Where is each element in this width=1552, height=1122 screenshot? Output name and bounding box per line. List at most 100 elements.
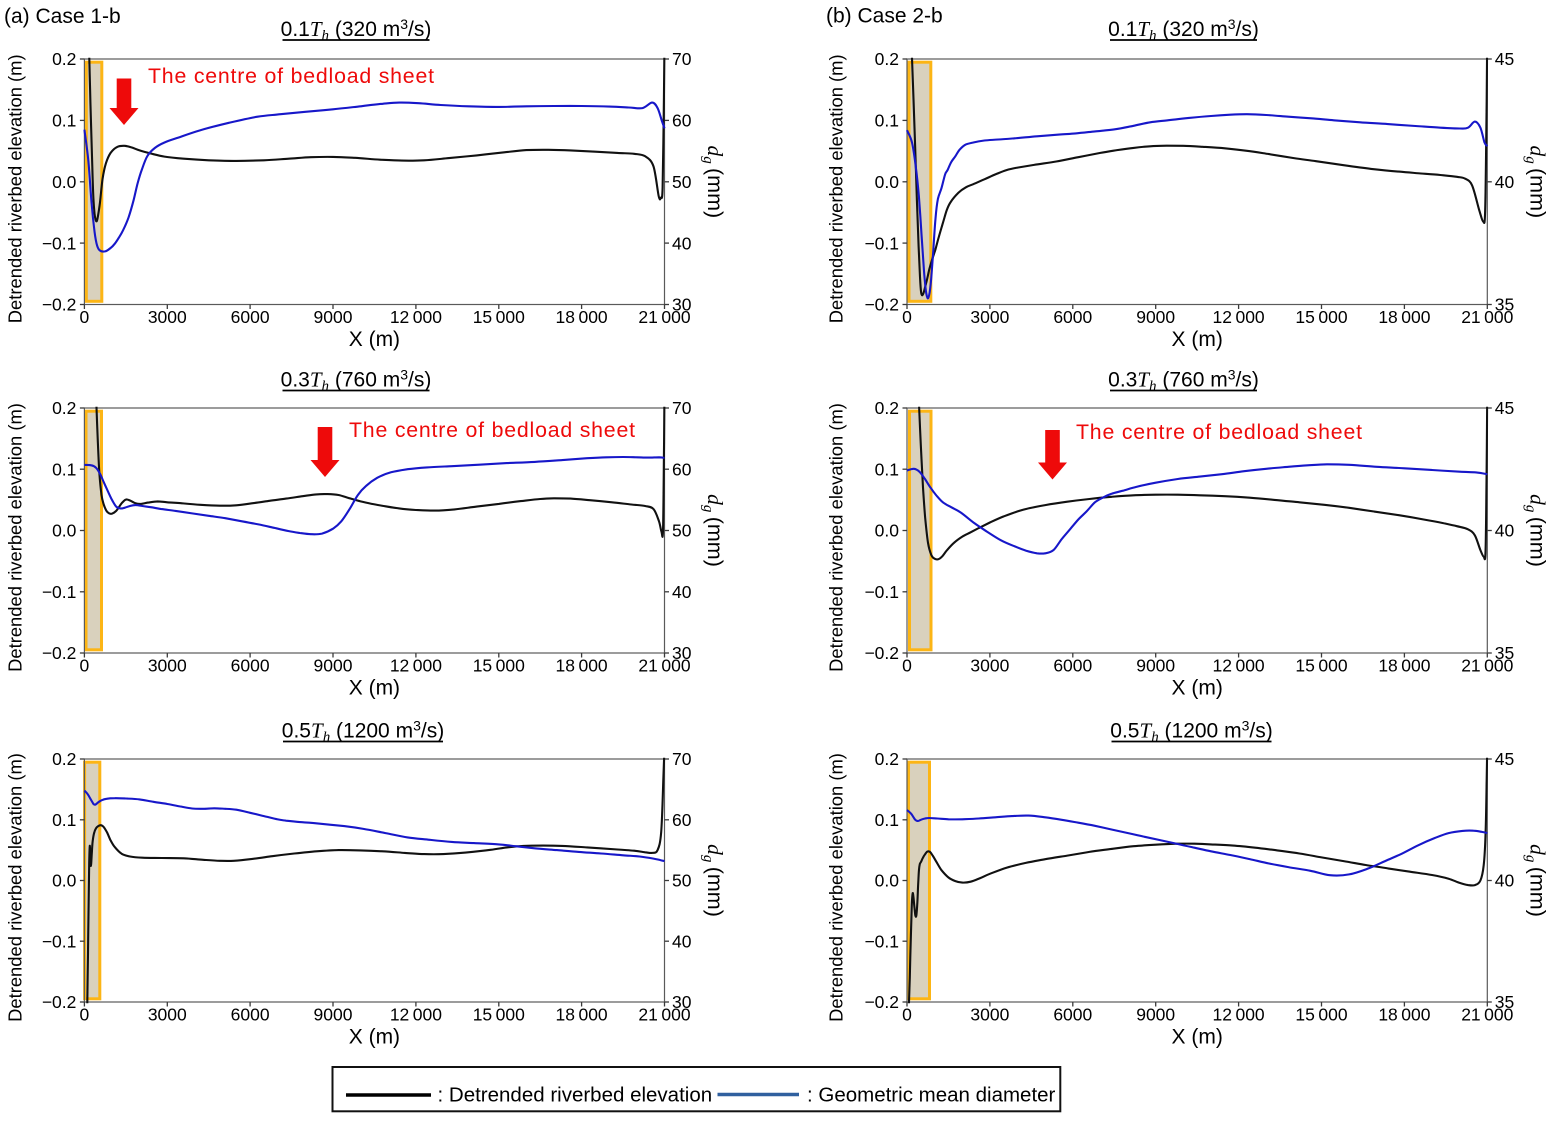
svg-text:0: 0 [80,1005,90,1025]
svg-text:X (m): X (m) [1172,1026,1223,1049]
svg-text:0.1: 0.1 [875,459,899,479]
svg-text:0: 0 [902,1005,912,1025]
svg-text:Detrended riverbed elevation (: Detrended riverbed elevation (m) [826,54,847,323]
svg-text:0: 0 [902,656,912,676]
svg-text:12 000: 12 000 [1213,307,1265,327]
svg-text:12 000: 12 000 [1213,1005,1265,1025]
svg-text:50: 50 [672,521,692,541]
svg-text:60: 60 [672,111,692,131]
svg-text:−0.2: −0.2 [864,992,899,1012]
svg-text:dg (mm): dg (mm) [1523,844,1550,917]
svg-text:X (m): X (m) [349,1026,400,1049]
svg-text:0.0: 0.0 [875,521,900,541]
svg-text:0.5Th (1200 m3/s): 0.5Th (1200 m3/s) [282,718,444,746]
svg-text:−0.1: −0.1 [42,932,77,952]
svg-text:60: 60 [672,810,692,830]
svg-text:15 000: 15 000 [473,1005,525,1025]
svg-text:−0.1: −0.1 [864,932,899,952]
svg-text:0.0: 0.0 [52,172,77,192]
svg-text:−0.2: −0.2 [42,992,77,1012]
svg-text:40: 40 [1495,172,1515,192]
svg-text:dg (mm): dg (mm) [700,844,727,917]
svg-text:60: 60 [672,459,692,479]
svg-text:0.1: 0.1 [52,111,76,131]
svg-text:(a) Case 1-b: (a) Case 1-b [4,5,121,28]
svg-text:70: 70 [672,398,692,418]
svg-text:45: 45 [1495,49,1514,69]
svg-text:0.2: 0.2 [875,49,899,69]
svg-text:0.2: 0.2 [52,49,76,69]
svg-text:50: 50 [672,172,692,192]
svg-text:dg (mm): dg (mm) [700,494,727,567]
svg-text:X (m): X (m) [1172,677,1223,700]
svg-text:−0.2: −0.2 [864,295,899,315]
svg-text:0.1Th (320 m3/s): 0.1Th (320 m3/s) [281,16,432,44]
svg-text:X (m): X (m) [1172,328,1223,351]
svg-text:0.0: 0.0 [52,521,77,541]
svg-text:0: 0 [80,656,90,676]
svg-text:21 000: 21 000 [638,1005,690,1025]
svg-text:12 000: 12 000 [390,307,442,327]
svg-text:Detrended riverbed elevation (: Detrended riverbed elevation (m) [5,403,26,672]
svg-text:15 000: 15 000 [473,656,525,676]
svg-text:3000: 3000 [148,307,187,327]
svg-text:3000: 3000 [970,1005,1009,1025]
svg-text:0.3Th (760 m3/s): 0.3Th (760 m3/s) [1108,367,1259,395]
svg-text:0.1: 0.1 [875,810,899,830]
svg-text:21 000: 21 000 [1461,1005,1513,1025]
svg-text:: Geometric mean diameter: : Geometric mean diameter [807,1084,1056,1107]
svg-text:21 000: 21 000 [1461,307,1513,327]
svg-text:(b) Case 2-b: (b) Case 2-b [826,5,943,28]
svg-text:0.2: 0.2 [52,398,76,418]
svg-text:50: 50 [672,871,692,891]
svg-text:40: 40 [672,932,692,952]
svg-text:40: 40 [672,233,692,253]
svg-text:−0.1: −0.1 [42,233,77,253]
svg-text:40: 40 [1495,871,1515,891]
svg-text:The centre of bedload sheet: The centre of bedload sheet [349,418,636,442]
svg-text:40: 40 [1495,521,1515,541]
svg-text:0.5Th (1200 m3/s): 0.5Th (1200 m3/s) [1110,718,1272,746]
svg-text:Detrended riverbed elevation (: Detrended riverbed elevation (m) [826,403,847,672]
svg-text:18 000: 18 000 [1378,656,1430,676]
svg-text:15 000: 15 000 [473,307,525,327]
svg-text:0.0: 0.0 [875,871,900,891]
svg-text:−0.2: −0.2 [864,643,899,663]
svg-text:: Detrended riverbed elevation: : Detrended riverbed elevation [438,1084,713,1107]
svg-text:0.1: 0.1 [52,810,76,830]
svg-text:0: 0 [80,307,90,327]
svg-text:X (m): X (m) [349,328,400,351]
svg-text:dg (mm): dg (mm) [700,145,727,218]
svg-text:0.2: 0.2 [52,749,76,769]
svg-text:18 000: 18 000 [1378,1005,1430,1025]
svg-text:6000: 6000 [1053,307,1092,327]
svg-text:18 000: 18 000 [556,307,608,327]
svg-text:0.0: 0.0 [52,871,77,891]
svg-text:9000: 9000 [314,656,353,676]
svg-text:−0.1: −0.1 [42,582,77,602]
svg-text:70: 70 [672,49,692,69]
svg-text:9000: 9000 [1136,656,1175,676]
svg-text:21 000: 21 000 [638,656,690,676]
svg-text:Detrended riverbed elevation (: Detrended riverbed elevation (m) [5,54,26,323]
svg-text:12 000: 12 000 [390,1005,442,1025]
svg-text:0.2: 0.2 [875,749,899,769]
svg-text:18 000: 18 000 [556,656,608,676]
svg-text:6000: 6000 [231,656,270,676]
svg-text:45: 45 [1495,749,1514,769]
svg-text:−0.1: −0.1 [864,233,899,253]
svg-text:0.1: 0.1 [875,111,899,131]
svg-text:30: 30 [672,643,692,663]
svg-text:6000: 6000 [231,307,270,327]
svg-text:3000: 3000 [970,307,1009,327]
svg-text:70: 70 [672,749,692,769]
svg-text:3000: 3000 [148,1005,187,1025]
svg-text:15 000: 15 000 [1295,656,1347,676]
svg-text:0.3Th (760 m3/s): 0.3Th (760 m3/s) [281,367,432,395]
svg-text:15 000: 15 000 [1295,307,1347,327]
svg-text:The centre of bedload sheet: The centre of bedload sheet [1076,420,1363,444]
svg-text:Detrended riverbed elevation (: Detrended riverbed elevation (m) [826,753,847,1022]
svg-text:30: 30 [672,992,692,1012]
svg-text:Detrended riverbed elevation (: Detrended riverbed elevation (m) [5,753,26,1022]
svg-text:6000: 6000 [1053,656,1092,676]
